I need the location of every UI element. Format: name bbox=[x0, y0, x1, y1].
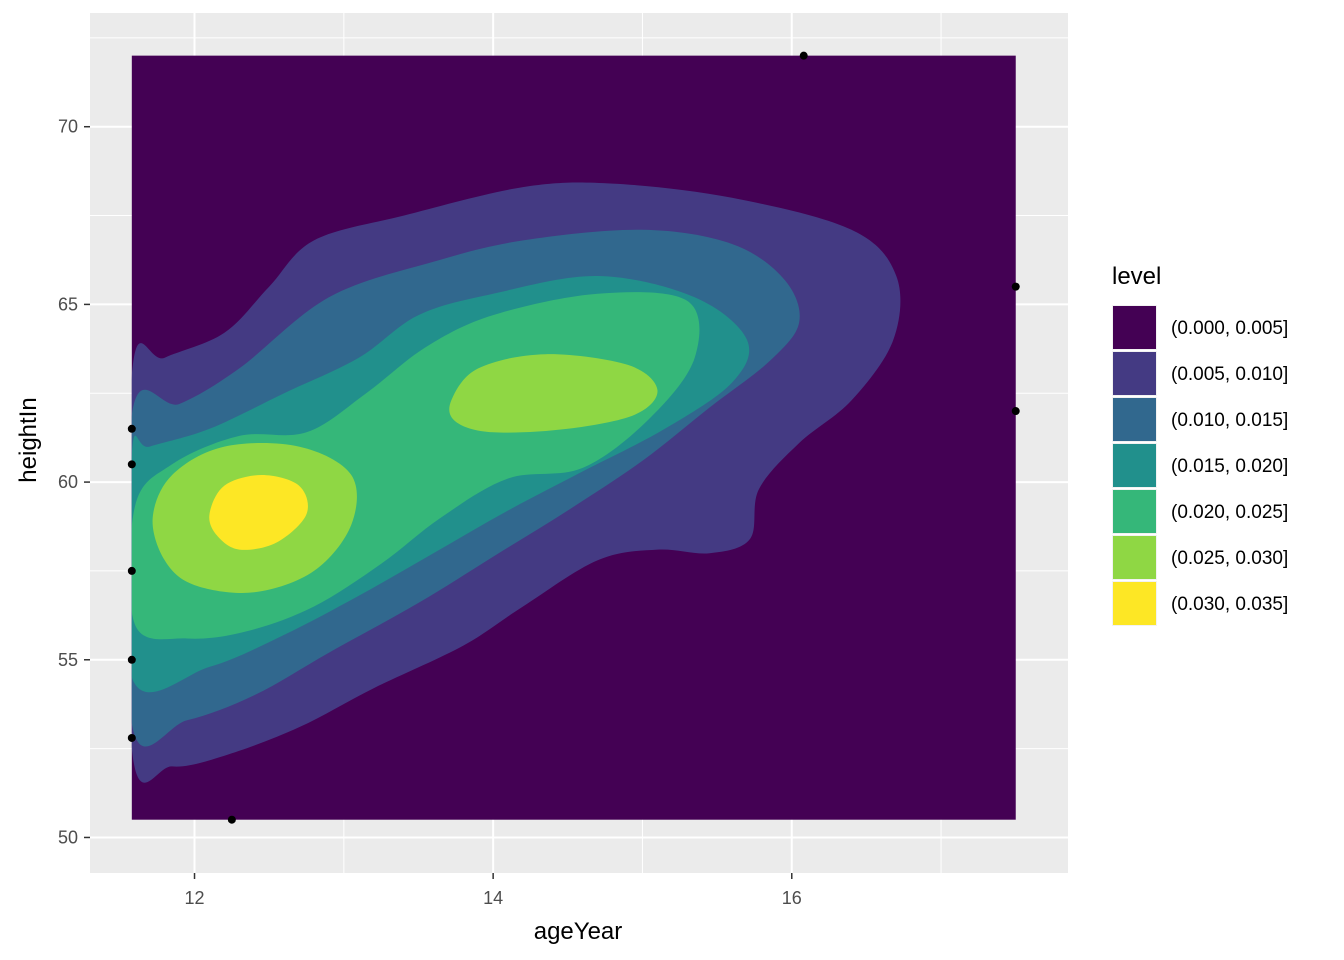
density-band-level-6 bbox=[209, 475, 308, 550]
density-band-level-5 bbox=[449, 354, 658, 433]
legend-swatch bbox=[1113, 582, 1156, 625]
legend-label: (0.025, 0.030] bbox=[1171, 548, 1288, 569]
data-point bbox=[227, 815, 236, 824]
x-tick-label: 16 bbox=[782, 888, 802, 908]
data-point bbox=[1011, 407, 1020, 416]
legend-swatch bbox=[1113, 352, 1156, 395]
y-tick-label: 65 bbox=[58, 294, 78, 314]
legend-label: (0.015, 0.020] bbox=[1171, 456, 1288, 477]
y-tick-label: 55 bbox=[58, 650, 78, 670]
legend-label: (0.020, 0.025] bbox=[1171, 502, 1288, 523]
density-bands bbox=[131, 182, 901, 783]
legend-items: (0.000, 0.005] (0.005, 0.010] (0.010, 0.01… bbox=[1112, 305, 1288, 626]
y-tick-label: 60 bbox=[58, 472, 78, 492]
legend-swatch bbox=[1113, 306, 1156, 349]
legend-swatch bbox=[1113, 536, 1156, 579]
data-points bbox=[127, 51, 1020, 824]
y-axis-ticks: 50 55 60 65 70 bbox=[58, 117, 90, 847]
x-tick-label: 14 bbox=[483, 888, 503, 908]
data-point bbox=[1011, 282, 1020, 291]
y-tick-label: 50 bbox=[58, 827, 78, 847]
legend-label: (0.030, 0.035] bbox=[1171, 594, 1288, 615]
legend-swatch bbox=[1113, 490, 1156, 533]
x-axis-ticks: 12 14 16 bbox=[185, 873, 802, 908]
data-point bbox=[127, 733, 136, 742]
data-point bbox=[127, 655, 136, 664]
y-axis-title: heightIn bbox=[15, 397, 42, 482]
legend-swatch bbox=[1113, 398, 1156, 441]
data-point bbox=[799, 51, 808, 60]
legend-label: (0.010, 0.015] bbox=[1171, 410, 1288, 431]
x-tick-label: 12 bbox=[185, 888, 205, 908]
data-point bbox=[127, 424, 136, 433]
legend-label: (0.005, 0.010] bbox=[1171, 364, 1288, 385]
legend-swatch bbox=[1113, 444, 1156, 487]
data-point bbox=[127, 566, 136, 575]
x-axis-title: ageYear bbox=[534, 918, 623, 945]
data-point bbox=[127, 460, 136, 469]
y-tick-label: 70 bbox=[58, 117, 78, 137]
legend: level (0.000, 0.005] (0.005, 0.010] (0.010… bbox=[1112, 263, 1288, 626]
legend-label: (0.000, 0.005] bbox=[1171, 318, 1288, 339]
legend-title: level bbox=[1112, 263, 1161, 290]
